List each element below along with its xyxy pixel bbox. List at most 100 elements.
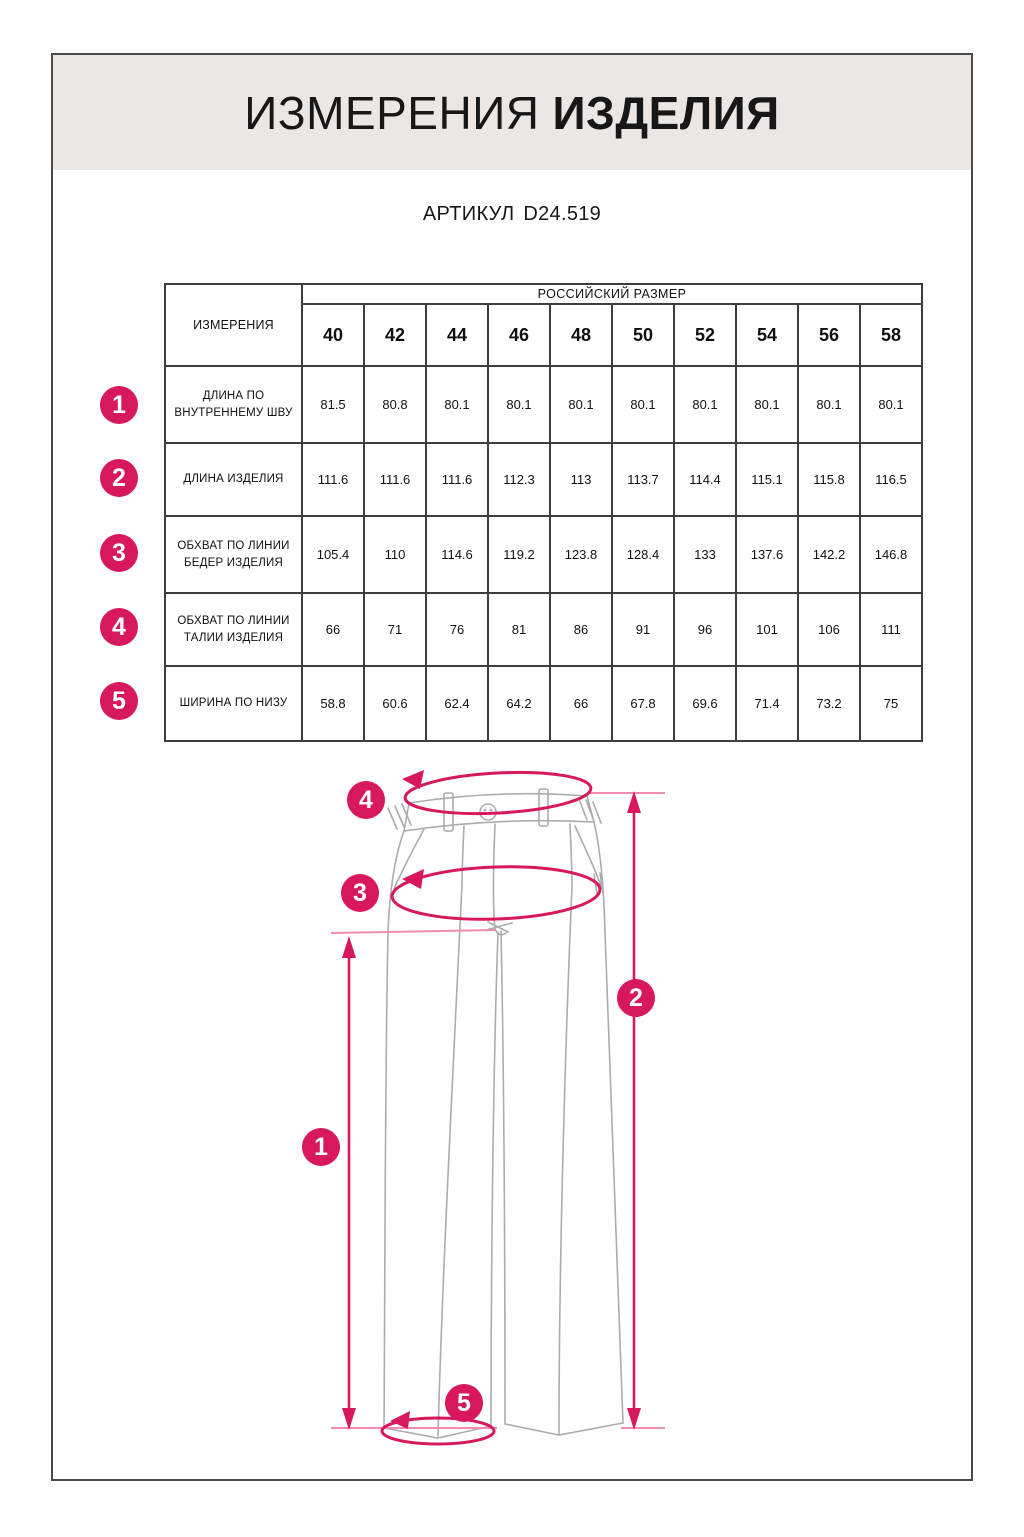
measurement-value: 113 — [549, 442, 613, 517]
measurement-value: 115.8 — [797, 442, 861, 517]
page-title-bold: ИЗДЕЛИЯ — [552, 86, 780, 139]
table-row: ОБХВАТ ПО ЛИНИИ БЕДЕР ИЗДЕЛИЯ 105.4 110 … — [164, 515, 923, 594]
size-col-header: 56 — [797, 303, 861, 367]
measurement-value: 110 — [363, 515, 427, 594]
waist-girth-ellipse — [403, 770, 593, 816]
diagram-marker-badge: 4 — [347, 781, 385, 819]
table-row: ШИРИНА ПО НИЗУ 58.8 60.6 62.4 64.2 66 67… — [164, 665, 923, 742]
measurement-value: 142.2 — [797, 515, 861, 594]
measurement-value: 64.2 — [487, 665, 551, 742]
measurement-value: 81 — [487, 592, 551, 667]
measurement-value: 81.5 — [301, 365, 365, 444]
measurement-value: 111.6 — [301, 442, 365, 517]
measurement-value: 106 — [797, 592, 861, 667]
hem-arrowhead — [390, 1411, 410, 1429]
hem-width-ellipse — [380, 1416, 496, 1446]
measurement-value: 133 — [673, 515, 737, 594]
article-value: D24.519 — [523, 203, 602, 225]
diagram-marker-badge: 5 — [445, 1384, 483, 1422]
measurement-value: 60.6 — [363, 665, 427, 742]
size-header-row: 40 42 44 46 48 50 52 54 56 58 — [165, 303, 923, 367]
measurement-value: 80.1 — [735, 365, 799, 444]
table-row: ДЛИНА ИЗДЕЛИЯ 111.6 111.6 111.6 112.3 11… — [164, 442, 923, 517]
page-title: ИЗМЕРЕНИЯ ИЗДЕЛИЯ — [244, 86, 779, 140]
size-col-header: 48 — [549, 303, 613, 367]
measurement-label: ШИРИНА ПО НИЗУ — [164, 665, 303, 742]
table-row: ДЛИНА ПО ВНУТРЕННЕМУ ШВУ 81.5 80.8 80.1 … — [164, 365, 923, 444]
measurement-value: 80.1 — [425, 365, 489, 444]
table-row: ОБХВАТ ПО ЛИНИИ ТАЛИИ ИЗДЕЛИЯ 66 71 76 8… — [164, 592, 923, 667]
measurement-value: 123.8 — [549, 515, 613, 594]
measurement-value: 80.1 — [487, 365, 551, 444]
measurement-value: 114.4 — [673, 442, 737, 517]
article-label: АРТИКУЛ — [422, 203, 515, 225]
measurement-value: 128.4 — [611, 515, 675, 594]
measurement-sheet: ИЗМЕРЕНИЯ ИЗДЕЛИЯ АРТИКУЛ D24.519 ИЗМЕРЕНИ… — [51, 53, 973, 1481]
size-col-header: 58 — [859, 303, 923, 367]
row-marker-badge: 1 — [100, 386, 138, 424]
measurement-value: 80.1 — [549, 365, 613, 444]
measurement-value: 111.6 — [363, 442, 427, 517]
measurement-value: 67.8 — [611, 665, 675, 742]
hip-girth-ellipse — [390, 865, 602, 921]
measurement-value: 91 — [611, 592, 675, 667]
measurement-value: 114.6 — [425, 515, 489, 594]
measurement-value: 66 — [301, 592, 365, 667]
measurement-value: 76 — [425, 592, 489, 667]
size-col-header: 50 — [611, 303, 675, 367]
size-col-header: 54 — [735, 303, 799, 367]
measurement-value: 101 — [735, 592, 799, 667]
measurement-value: 86 — [549, 592, 613, 667]
row-marker-badge: 4 — [100, 608, 138, 646]
measurements-column-header: ИЗМЕРЕНИЯ — [164, 283, 303, 367]
inseam-reference-line — [330, 929, 496, 934]
size-col-header: 40 — [301, 303, 365, 367]
measurement-value: 75 — [859, 665, 923, 742]
measurement-value: 80.8 — [363, 365, 427, 444]
diagram-marker-badge: 1 — [302, 1128, 340, 1166]
diagram-marker-badge: 2 — [617, 979, 655, 1017]
size-group-header: РОССИЙСКИЙ РАЗМЕР — [301, 283, 923, 305]
waist-arrowhead — [402, 770, 424, 789]
measurement-value: 66 — [549, 665, 613, 742]
trousers-measurement-diagram: 1 2 3 4 5 — [291, 762, 711, 1452]
measurement-value: 111.6 — [425, 442, 489, 517]
article-line: АРТИКУЛ D24.519 — [53, 203, 971, 226]
measurement-value: 119.2 — [487, 515, 551, 594]
measurement-value: 113.7 — [611, 442, 675, 517]
length-arrow-down — [627, 1408, 641, 1430]
measurement-value: 116.5 — [859, 442, 923, 517]
measurement-label: ОБХВАТ ПО ЛИНИИ БЕДЕР ИЗДЕЛИЯ — [164, 515, 303, 594]
measurement-value: 80.1 — [611, 365, 675, 444]
measurement-value: 111 — [859, 592, 923, 667]
title-band: ИЗМЕРЕНИЯ ИЗДЕЛИЯ — [53, 55, 971, 170]
row-marker-badge: 5 — [100, 682, 138, 720]
page-title-regular: ИЗМЕРЕНИЯ — [244, 86, 540, 139]
trousers-sketch — [330, 770, 665, 1446]
size-col-header: 52 — [673, 303, 737, 367]
measurement-value: 71.4 — [735, 665, 799, 742]
length-arrow-up — [627, 791, 641, 813]
measurement-value: 80.1 — [859, 365, 923, 444]
measurement-label: ДЛИНА ПО ВНУТРЕННЕМУ ШВУ — [164, 365, 303, 444]
row-marker-badge: 3 — [100, 534, 138, 572]
measurements-table: ИЗМЕРЕНИЯ РОССИЙСКИЙ РАЗМЕР 40 42 44 46 … — [164, 283, 923, 742]
measurement-value: 137.6 — [735, 515, 799, 594]
measurement-value: 146.8 — [859, 515, 923, 594]
measurement-label: ДЛИНА ИЗДЕЛИЯ — [164, 442, 303, 517]
measurement-value: 80.1 — [797, 365, 861, 444]
inseam-arrow-down — [342, 1408, 356, 1430]
measurement-value: 80.1 — [673, 365, 737, 444]
row-marker-badge: 2 — [100, 459, 138, 497]
measurement-label: ОБХВАТ ПО ЛИНИИ ТАЛИИ ИЗДЕЛИЯ — [164, 592, 303, 667]
measure-annotations — [330, 770, 665, 1446]
measurement-value: 73.2 — [797, 665, 861, 742]
measurement-value: 112.3 — [487, 442, 551, 517]
table-row: ИЗМЕРЕНИЯ РОССИЙСКИЙ РАЗМЕР — [164, 283, 923, 367]
measurement-value: 96 — [673, 592, 737, 667]
measurement-value: 71 — [363, 592, 427, 667]
measurement-value: 58.8 — [301, 665, 365, 742]
trousers-outline — [383, 788, 624, 1439]
measurement-value: 105.4 — [301, 515, 365, 594]
size-col-header: 42 — [363, 303, 427, 367]
